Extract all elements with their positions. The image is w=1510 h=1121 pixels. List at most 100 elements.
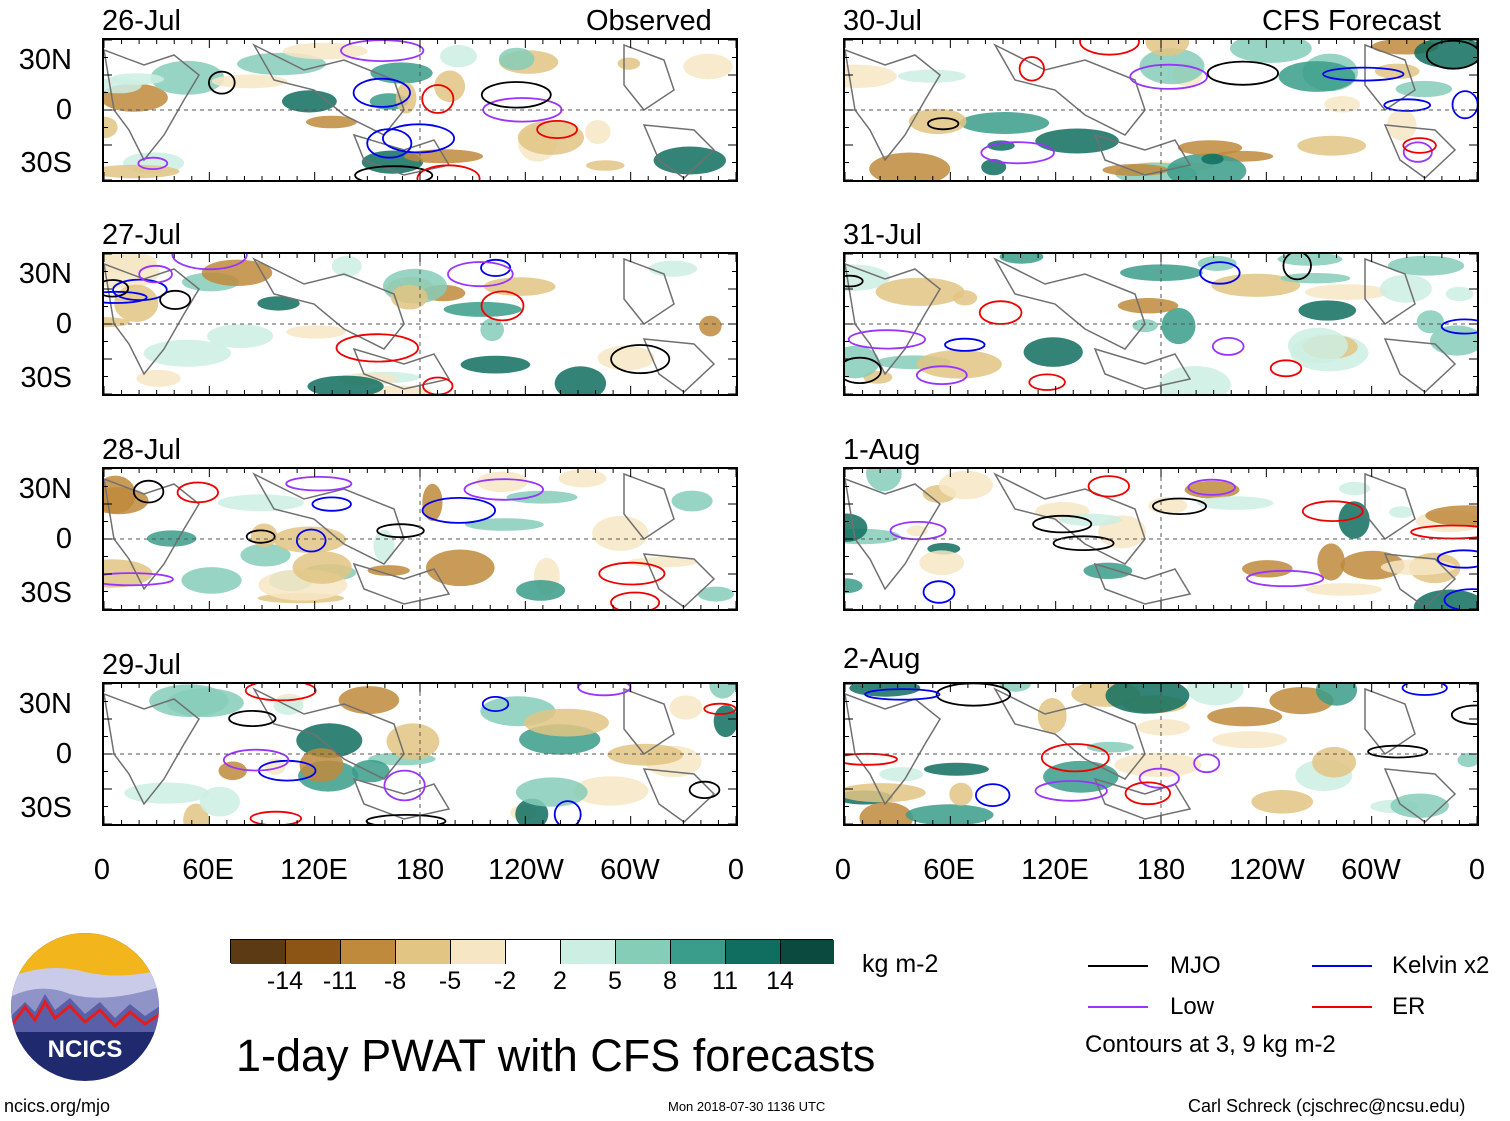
pwat-anomaly-blob [919,550,965,575]
pwat-anomaly-blob [498,47,535,71]
pwat-anomaly-blob [1457,752,1477,768]
pwat-anomaly-blob [669,695,703,720]
lon-label-60w: 60W [1341,854,1401,886]
lon-label-120e: 120E [280,854,348,886]
contour-line [1410,524,1477,540]
contour-line [1211,337,1245,356]
lat-label-0: 0 [55,738,72,770]
pwat-anomaly-blob [367,565,410,576]
contour-line [847,329,927,350]
lat-label-30n: 30N [18,688,72,720]
timestamp: Mon 2018-07-30 1136 UTC [668,1099,826,1114]
contour-line [228,709,277,727]
contour-line [1402,141,1433,163]
map-canvas-1 [104,40,736,180]
coastline [352,347,451,390]
pwat-anomaly-blob [1416,310,1444,334]
contour-line [1028,373,1066,391]
pwat-anomaly-blob [1145,40,1190,57]
pwat-anomaly-blob [585,120,611,144]
colorbar-label-m11: -11 [322,967,358,995]
ncics-logo: NCICS [10,932,160,1082]
pwat-anomaly-blob [1161,307,1196,345]
pwat-anomaly-blob [1280,273,1351,284]
contour-line [536,120,579,140]
pwat-anomaly-blob [1395,80,1453,98]
pwat-anomaly-blob [217,494,304,512]
pwat-anomaly-blob [1425,505,1477,526]
coastline [642,338,716,393]
contour-line [1129,63,1209,90]
pwat-anomaly-blob [480,318,505,342]
coastline [1364,257,1416,326]
panel-label-cfs-forecast: CFS Forecast [1262,5,1441,37]
pwat-anomaly-blob [1251,790,1314,814]
pwat-anomaly-blob [959,112,1050,134]
pwat-anomaly-blob [981,159,1007,176]
colorbar-cell-3 [341,940,396,964]
pwat-anomaly-blob [709,684,736,699]
contour-line [978,300,1023,325]
contour-line [1440,318,1477,335]
pwat-anomaly-blob [1159,366,1231,394]
pwat-anomaly-blob [465,518,544,531]
pwat-anomaly-blob [1312,746,1357,778]
map-panel-2 [102,252,738,396]
logo-text: NCICS [48,1036,123,1063]
lat-label-30s: 30S [20,792,72,824]
coastline [1364,687,1416,756]
coastline [993,43,1146,136]
contour-line [1206,60,1279,86]
pwat-anomaly-blob [586,160,625,171]
pwat-anomaly-blob [713,705,736,738]
pwat-anomaly-blob [845,264,890,291]
contour-line [463,478,544,501]
contour-line [335,333,419,363]
coastline [623,257,675,326]
pwat-anomaly-blob [1083,562,1133,579]
pwat-anomaly-blob [905,804,994,824]
panel-date-6: 31-Jul [843,219,922,251]
colorbar-label-m8: -8 [383,967,407,995]
contour-line [864,688,941,701]
site-url[interactable]: ncics.org/mjo [4,1096,111,1116]
pwat-anomaly-blob [506,490,578,504]
legend-label-kelvin: Kelvin x2 [1392,952,1490,979]
contour-line [927,117,960,131]
colorbar-label-14: 14 [766,967,794,995]
lon-label-120w: 120W [488,854,564,886]
pwat-anomaly-blob [273,526,347,553]
pwat-anomaly-blob [1389,506,1414,518]
pwat-anomaly-blob [1102,164,1169,176]
lon-label-0: 0 [834,854,852,886]
pwat-anomaly-blob [1023,337,1083,367]
map-panel-5 [843,38,1479,182]
contour-line [138,264,173,284]
pwat-anomaly-blob [845,64,897,88]
pwat-anomaly-blob [1037,698,1067,734]
coastline [642,124,716,179]
pwat-anomaly-blob [1413,589,1477,609]
contour-line [1425,40,1477,70]
map-canvas-8 [845,684,1477,824]
contour-line [352,77,411,108]
pwat-anomaly-blob [296,723,363,758]
pwat-anomaly-blob [1386,109,1417,141]
panel-date-4: 29-Jul [102,649,181,681]
pwat-anomaly-blob [104,116,118,138]
contour-line [249,810,302,824]
pwat-anomaly-blob [1338,481,1371,496]
contour-line [610,591,661,609]
contour-line [974,783,1011,807]
panel-date-1: 26-Jul [102,5,181,37]
pwat-anomaly-blob [1445,286,1474,302]
pwat-anomaly-blob [699,315,722,337]
pwat-anomaly-blob [1114,752,1202,777]
pwat-anomaly-blob [251,523,278,548]
contour-line [295,528,327,553]
coastline [104,478,200,591]
contour-line [171,254,248,271]
coastline [1093,133,1192,176]
contour-line [688,780,721,800]
contour-line [1138,767,1180,789]
